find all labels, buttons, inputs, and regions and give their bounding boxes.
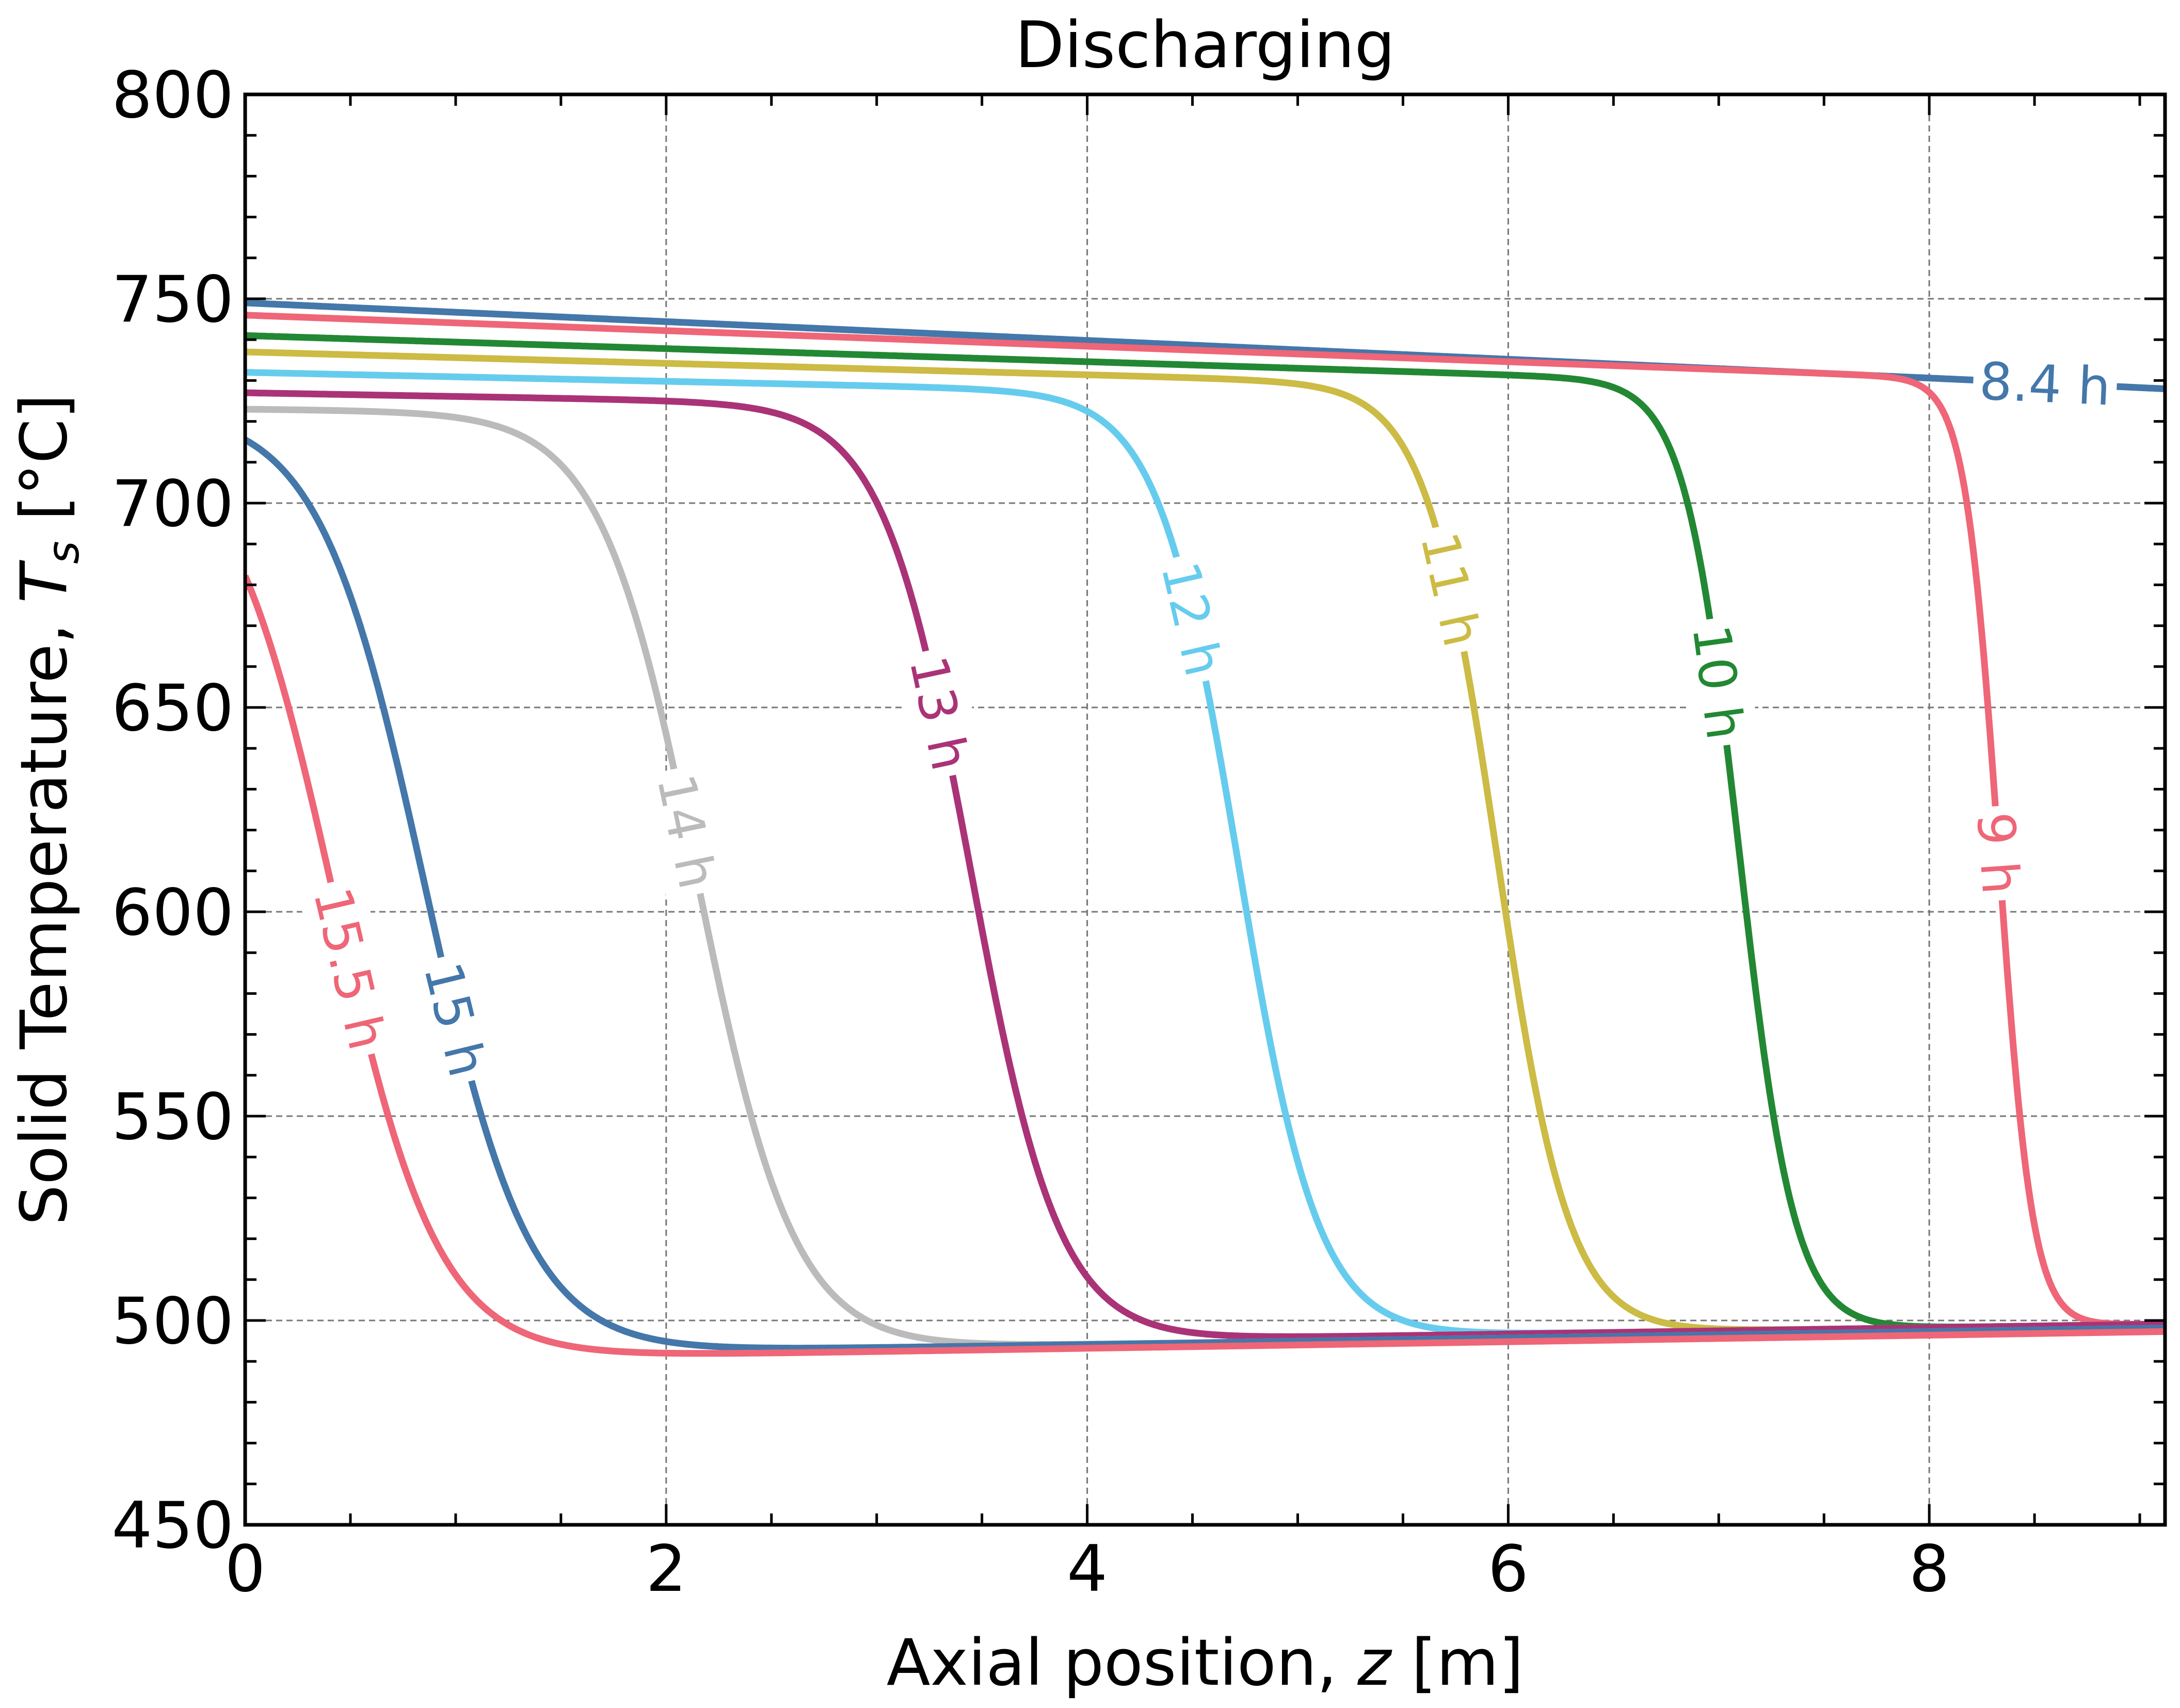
- curve-label-background: [1404, 520, 1497, 659]
- plot-frame: [243, 92, 2167, 1527]
- curve-label-background: [407, 949, 503, 1089]
- curve-label: 9 h: [1961, 803, 2035, 903]
- y-tick-label: 800: [111, 58, 234, 133]
- x-tick-label: 2: [646, 1532, 686, 1606]
- curve-label-text: 14 h: [645, 769, 728, 894]
- curve-label-text: 11 h: [1409, 527, 1493, 652]
- curves: [245, 299, 2165, 1357]
- curve-label: 10 h: [1676, 615, 1760, 750]
- series-line-8: [245, 574, 2165, 1357]
- y-tick-label: 750: [111, 263, 234, 337]
- curve-label-background: [1676, 615, 1760, 750]
- curve-label-background: [640, 762, 732, 901]
- y-tick-label: 650: [111, 671, 234, 746]
- series-line-7: [245, 437, 2165, 1352]
- series-line-1: [245, 312, 2165, 1328]
- curve-label-background: [893, 644, 985, 783]
- curve-label-text: 13 h: [897, 651, 981, 776]
- grid: [245, 94, 2165, 1525]
- chart-title: Discharging: [1015, 8, 1396, 83]
- curve-label-text: 15 h: [412, 957, 498, 1083]
- series-line-3: [245, 348, 2165, 1333]
- curve-label-text: 8.4 h: [1978, 351, 2112, 417]
- y-tick-label: 700: [111, 467, 234, 541]
- x-axis-label: Axial position, z [m]: [887, 1626, 1524, 1700]
- series-line-5: [245, 389, 2165, 1340]
- y-tick-label: 550: [111, 1080, 234, 1154]
- curve-label: 12 h: [1145, 549, 1239, 688]
- x-tick-label: 0: [225, 1532, 266, 1606]
- curve-label-background: [1971, 347, 2119, 421]
- y-tick-label: 600: [111, 876, 234, 950]
- y-axis-label: Solid Temperature, Ts [°C]: [7, 394, 89, 1225]
- series-line-4: [245, 369, 2165, 1336]
- curve-label: 14 h: [640, 762, 732, 901]
- curve-label: 15 h: [407, 949, 503, 1089]
- curve-label: 8.4 h: [1971, 347, 2119, 421]
- curve-label-text: 10 h: [1680, 621, 1755, 743]
- ticks: [244, 93, 2165, 1526]
- curve-label: 13 h: [893, 644, 985, 783]
- curve-label-text: 12 h: [1149, 556, 1234, 682]
- curve-label: 15.5 h: [297, 875, 402, 1062]
- series-line-2: [245, 332, 2165, 1330]
- y-tick-label: 500: [111, 1284, 234, 1359]
- x-tick-label: 8: [1909, 1532, 1950, 1606]
- curve-label-background: [1961, 803, 2035, 903]
- x-tick-label: 6: [1488, 1532, 1529, 1606]
- series-line-6: [245, 406, 2165, 1348]
- curve-label: 11 h: [1404, 520, 1497, 659]
- curve-label-background: [297, 875, 402, 1062]
- x-tick-label: 4: [1067, 1532, 1108, 1606]
- curve-label-text: 9 h: [1965, 810, 2031, 896]
- curve-labels: 8.4 h 9 h 10 h 11 h 12 h 13 h 14 h 15 h15.5 h: [297, 347, 2119, 1089]
- y-tick-label: 450: [111, 1489, 234, 1563]
- curve-label-background: [1145, 549, 1239, 688]
- tick-labels: 0 2 4 6 8 450 500 550 600 650 700 750 800: [111, 58, 1949, 1606]
